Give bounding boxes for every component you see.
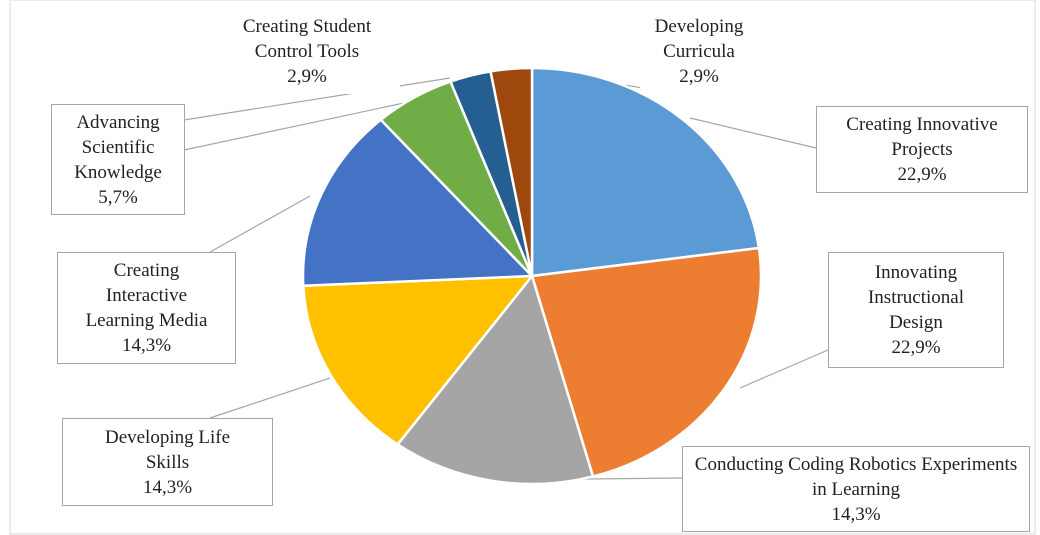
leader-line (183, 77, 451, 121)
value-label: 2,9% (679, 65, 719, 87)
pie-slice (301, 118, 535, 288)
value-label: 22,9% (891, 337, 941, 358)
pie-slice (489, 66, 534, 277)
leader-line (739, 349, 829, 389)
leader-line (689, 117, 817, 149)
label-box: Creating Innovative Projects 22,9% (816, 106, 1028, 193)
value-label: 14,3% (831, 503, 881, 525)
chart-border (9, 0, 1036, 535)
pie-slice (530, 246, 763, 478)
label-box: Developing Curricula 2,9% (640, 8, 758, 94)
category-label: Innovating Instructional Design (867, 262, 965, 333)
value-label: 2,9% (287, 65, 327, 87)
value-label: 22,9% (897, 164, 947, 185)
category-label: Developing Life Skills (104, 426, 231, 473)
label-box: Conducting Coding Robotics Experiments i… (682, 446, 1030, 532)
value-label: 5,7% (98, 186, 138, 208)
label-box: Creating Student Control Tools 2,9% (214, 8, 400, 94)
category-label: Advancing Scientific Knowledge (74, 111, 162, 183)
label-box: Creating Interactive Learning Media 14,3% (57, 252, 236, 364)
category-label: Creating Innovative Projects (846, 114, 998, 160)
value-label: 14,3% (121, 335, 172, 356)
leader-line (183, 99, 419, 151)
pie (301, 66, 763, 486)
pie-slice (395, 273, 595, 486)
category-label: Creating Student Control Tools (242, 15, 372, 62)
value-label: 14,3% (142, 476, 193, 498)
category-label: Creating Interactive Learning Media (85, 260, 208, 331)
label-box: Developing Life Skills 14,3% (62, 418, 273, 506)
leader-line (209, 195, 311, 253)
pie-slice (301, 274, 535, 447)
leader-line (209, 377, 331, 419)
label-box: Advancing Scientific Knowledge 5,7% (51, 104, 185, 215)
category-label: Conducting Coding Robotics Experiments i… (694, 453, 1018, 500)
label-box: Innovating Instructional Design 22,9% (828, 252, 1004, 368)
pie-slice (530, 66, 761, 278)
category-label: Developing Curricula (654, 15, 744, 62)
